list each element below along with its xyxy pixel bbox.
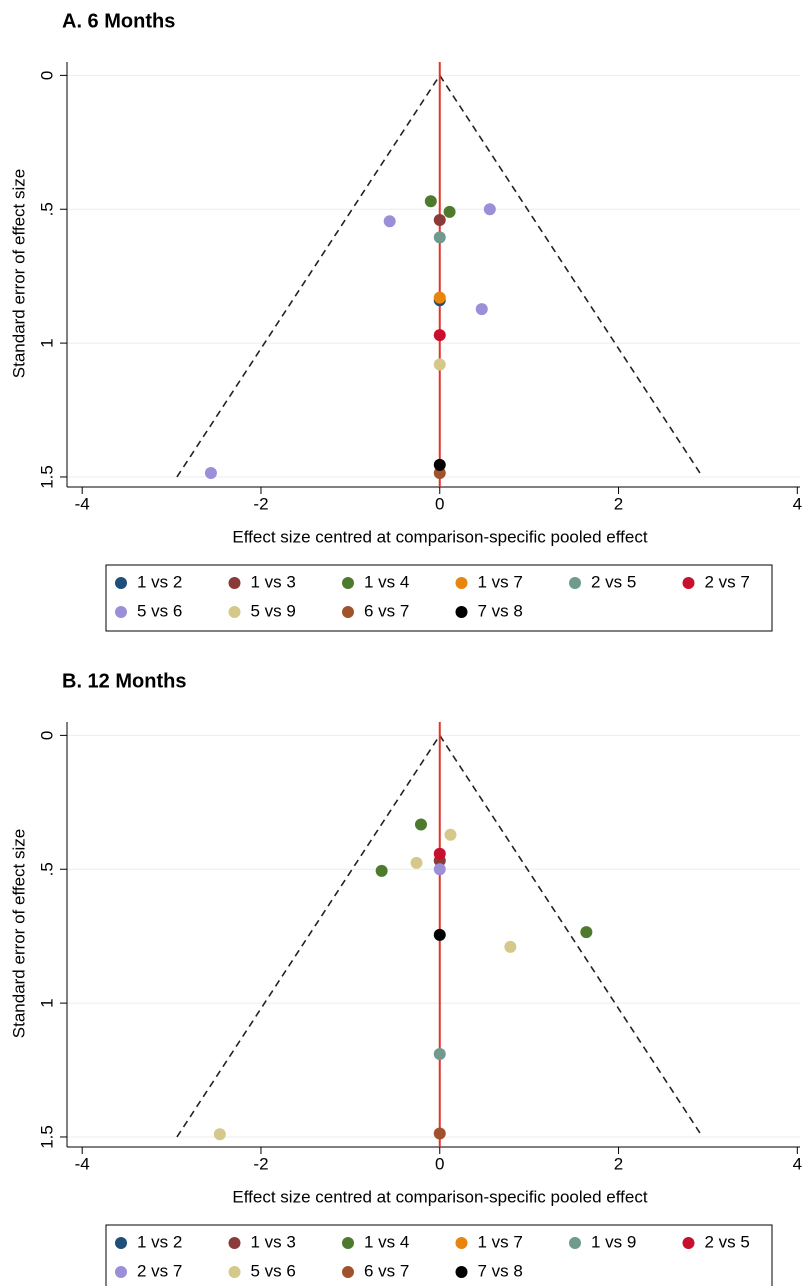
data-point [433,358,446,371]
data-point [410,856,423,869]
y-tick-label: 1 [37,338,56,347]
data-point [414,818,427,831]
data-point [433,1127,446,1140]
x-tick-label: -4 [75,1154,90,1173]
data-point [443,205,456,218]
legend-box [105,1224,773,1286]
legend-marker [228,1266,241,1278]
legend-marker [455,577,468,589]
panel: A. 6 Months 0 .5 1 1.5 -4 -2 0 2 4 Effect size cen… [9,10,802,632]
legend-marker [228,1237,241,1249]
data-point [375,864,388,877]
legend-label: 6 vs 7 [364,1261,409,1280]
legend-marker [455,606,468,618]
legend-marker [342,577,354,589]
legend-label: 2 vs 5 [591,572,636,591]
y-axis-title: Standard error of effect size [9,169,28,378]
legend-label: 7 vs 8 [478,1261,523,1280]
y-tick-label: 0 [37,71,56,80]
data-point [433,213,446,226]
legend-label: 2 vs 7 [705,572,750,591]
x-axis-title: Effect size centred at comparison-specif… [232,527,647,546]
x-axis-title: Effect size centred at comparison-specif… [232,1187,647,1206]
legend-marker [682,577,695,589]
y-tick-label: 0 [37,731,56,740]
legend-label: 1 vs 3 [251,572,296,591]
x-tick-label: -2 [253,494,268,513]
data-point [433,863,446,876]
legend-box [105,564,773,632]
legend-label: 1 vs 7 [478,1232,523,1251]
legend-marker [115,1237,127,1249]
y-axis-title: Standard error of effect size [9,829,28,1038]
y-tick-label: 1.5 [37,465,56,489]
legend-marker [342,1266,354,1278]
x-tick-label: 2 [614,1154,623,1173]
legend-label: 2 vs 7 [137,1261,182,1280]
legend-label: 6 vs 7 [364,601,409,620]
y-tick-label: .5 [37,862,56,876]
legend-marker [115,577,127,589]
data-point [433,928,446,941]
data-point [433,329,446,342]
legend-label: 1 vs 9 [591,1232,636,1251]
legend-label: 1 vs 2 [137,1232,182,1251]
legend-label: 1 vs 7 [478,572,523,591]
x-tick-label: -4 [75,494,90,513]
legend-label: 1 vs 2 [137,572,182,591]
legend-label: 7 vs 8 [478,601,523,620]
data-point [444,828,457,841]
data-point [204,466,217,479]
x-tick-label: 4 [793,1154,802,1173]
x-tick-label: 4 [793,494,802,513]
data-point [433,231,446,244]
data-point [424,195,437,208]
data-point [433,458,446,471]
data-point [580,926,593,939]
legend-label: 5 vs 9 [251,601,296,620]
legend-label: 5 vs 6 [137,601,182,620]
y-tick-label: 1 [37,998,56,1007]
data-point [483,203,496,216]
legend-label: 1 vs 4 [364,572,409,591]
funnel-line [176,733,704,1138]
legend-marker [455,1266,468,1278]
legend-marker [455,1237,468,1249]
x-tick-label: -2 [253,1154,268,1173]
panel: B. 12 Months 0 .5 1 1.5 -4 -2 0 2 4 Effect size ce… [9,670,802,1286]
panel-title: B. 12 Months [62,670,186,692]
legend-marker [682,1237,695,1249]
legend-label: 1 vs 3 [251,1232,296,1251]
panel-title: A. 6 Months [62,10,175,32]
x-tick-label: 0 [435,494,444,513]
data-point [504,940,517,953]
x-tick-label: 2 [614,494,623,513]
data-point [213,1128,226,1141]
data-point [433,291,446,304]
y-tick-label: 1.5 [37,1125,56,1149]
funnel-line [176,73,704,478]
x-tick-label: 0 [435,1154,444,1173]
data-point [433,847,446,860]
legend-marker [228,577,241,589]
data-point [383,215,396,228]
legend-marker [115,1266,127,1278]
legend-marker [115,606,127,618]
legend-label: 5 vs 6 [251,1261,296,1280]
legend-label: 1 vs 4 [364,1232,409,1251]
legend-marker [228,606,241,618]
legend-marker [569,1237,581,1249]
legend-marker [342,1237,354,1249]
data-point [433,1047,446,1060]
data-point [475,303,488,316]
legend-marker [342,606,354,618]
y-tick-label: .5 [37,202,56,216]
legend-label: 2 vs 5 [705,1232,750,1251]
legend-marker [569,577,581,589]
